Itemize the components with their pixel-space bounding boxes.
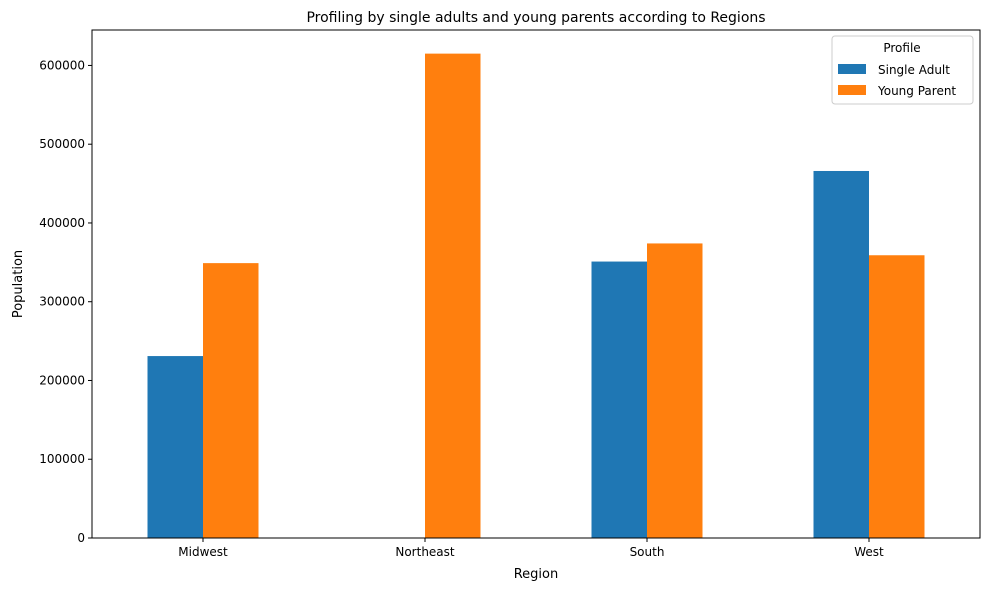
y-tick-label: 200000 [39, 373, 85, 387]
chart-title: Profiling by single adults and young par… [306, 10, 765, 26]
y-tick-label: 0 [77, 531, 85, 545]
y-axis-label: Population [11, 250, 26, 318]
x-axis-label: Region [514, 567, 559, 582]
y-tick-label: 300000 [39, 295, 85, 309]
bar-young-parent-west [869, 255, 925, 538]
y-tick-label: 600000 [39, 58, 85, 72]
x-tick-label: Northeast [395, 545, 455, 559]
bar-young-parent-midwest [203, 263, 259, 538]
y-tick-label: 500000 [39, 137, 85, 151]
x-axis: Midwest Northeast South West [178, 538, 884, 559]
x-tick-label: South [630, 545, 665, 559]
bar-single-adult-midwest [147, 356, 203, 538]
legend: Profile Single Adult Young Parent [831, 35, 974, 105]
legend-label-young-parent: Young Parent [877, 84, 956, 98]
bar-young-parent-northeast [425, 53, 481, 539]
y-tick-label: 100000 [39, 452, 85, 466]
bar-single-adult-west [813, 170, 869, 538]
y-axis: 0 100000 200000 300000 400000 500000 600000 [39, 58, 92, 545]
plot-frame [91, 29, 981, 539]
legend-frame [831, 35, 974, 105]
bars-layer [147, 53, 925, 539]
x-tick-label: West [854, 545, 884, 559]
bar-single-adult-south [591, 261, 647, 538]
y-tick-label: 400000 [39, 216, 85, 230]
x-tick-label: Midwest [178, 545, 228, 559]
legend-swatch-young-parent [838, 85, 866, 95]
legend-label-single-adult: Single Adult [878, 63, 950, 77]
legend-title: Profile [883, 41, 920, 55]
legend-swatch-single-adult [838, 64, 866, 74]
bar-young-parent-south [647, 243, 703, 538]
